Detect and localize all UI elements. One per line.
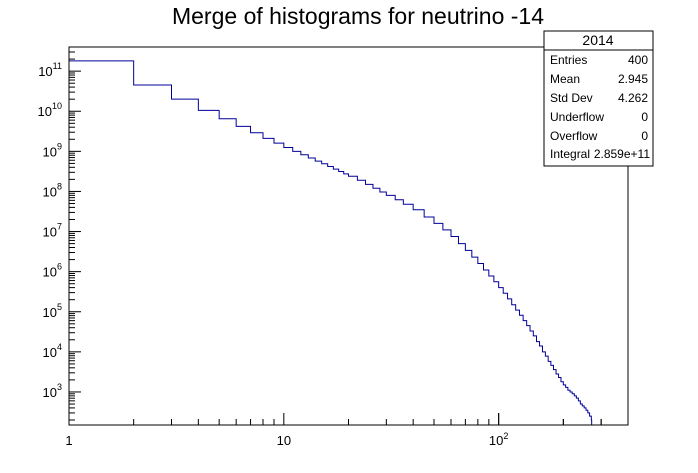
y-tick-label-exponent: 10 (52, 101, 62, 111)
chart-title: Merge of histograms for neutrino -14 (172, 3, 544, 29)
stats-value-integral: 2.859e+11 (594, 147, 650, 161)
x-tick-label: 10 (277, 433, 291, 448)
y-tick-label-exponent: 5 (57, 302, 62, 312)
stats-value-entries: 400 (628, 53, 648, 67)
y-tick-label-base: 10 (43, 144, 57, 159)
y-tick-label: 1010 (38, 101, 62, 119)
y-tick-label-base: 10 (38, 104, 52, 119)
histogram-outline (69, 60, 593, 425)
stats-label-stddev: Std Dev (550, 91, 593, 105)
y-tick-label-base: 10 (43, 225, 57, 240)
y-tick-label: 107 (43, 222, 62, 240)
stats-box-frame (543, 30, 654, 167)
y-tick-label: 104 (43, 342, 62, 360)
x-tick-label-base: 1 (65, 433, 72, 448)
x-tick-label: 1 (65, 433, 72, 448)
y-tick-label-base: 10 (43, 305, 57, 320)
y-tick-label-exponent: 4 (57, 342, 62, 352)
stats-label-overflow: Overflow (550, 129, 598, 143)
stats-box-title: 2014 (582, 32, 613, 48)
stats-value-overflow: 0 (641, 129, 648, 143)
y-tick-label-exponent: 7 (57, 222, 62, 232)
y-tick-label-exponent: 8 (57, 181, 62, 191)
histogram-series (69, 60, 593, 425)
stats-label-entries: Entries (550, 53, 587, 67)
x-tick-label-exponent: 2 (503, 431, 508, 441)
y-tick-label-exponent: 11 (53, 61, 62, 71)
stats-box: 2014 Entries 400 Mean 2.945 Std Dev 4.26… (543, 30, 654, 167)
x-tick-label-base: 10 (489, 433, 503, 448)
stats-value-mean: 2.945 (618, 72, 648, 86)
stats-value-stddev: 4.262 (618, 91, 648, 105)
y-tick-label-base: 10 (43, 345, 57, 360)
y-tick-label-base: 10 (43, 184, 57, 199)
x-tick-label: 102 (489, 431, 508, 448)
y-tick-label-base: 10 (38, 64, 52, 79)
y-tick-label-exponent: 9 (57, 141, 62, 151)
stats-label-integral: Integral (550, 147, 590, 161)
y-tick-label-exponent: 3 (57, 382, 62, 392)
y-tick-label-exponent: 6 (57, 262, 62, 272)
y-tick-label: 108 (43, 181, 62, 199)
stats-label-underflow: Underflow (550, 110, 604, 124)
y-tick-label: 106 (43, 262, 62, 280)
y-tick-label: 1011 (38, 61, 62, 79)
y-tick-label: 109 (43, 141, 62, 159)
y-tick-label: 105 (43, 302, 62, 320)
y-tick-label-base: 10 (43, 385, 57, 400)
x-tick-label-base: 10 (277, 433, 291, 448)
stats-label-mean: Mean (550, 72, 580, 86)
y-tick-label: 103 (43, 382, 62, 400)
x-axis: 1 10 102 (65, 413, 629, 448)
stats-value-underflow: 0 (641, 110, 648, 124)
y-tick-label-base: 10 (43, 265, 57, 280)
